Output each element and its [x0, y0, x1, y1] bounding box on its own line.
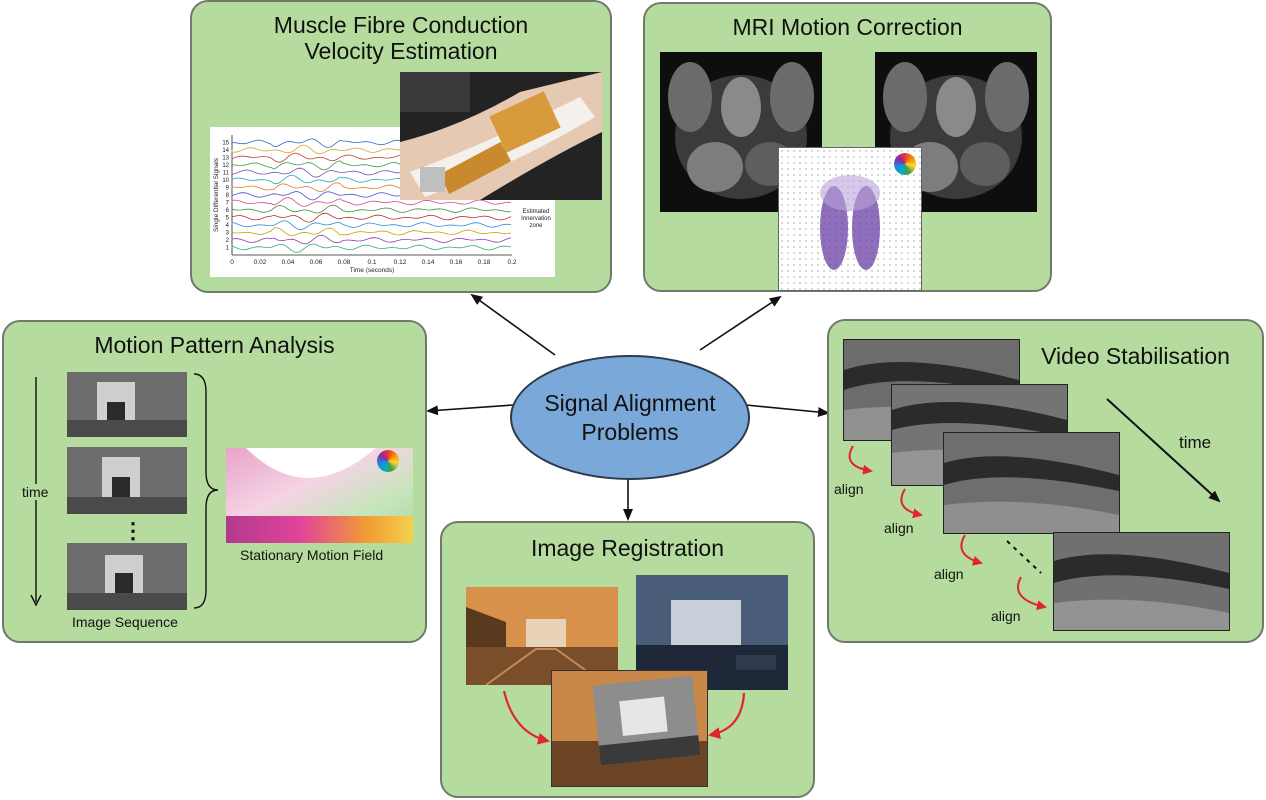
sequence-frame-3 — [67, 543, 187, 610]
video-frame-3 — [943, 432, 1120, 534]
emg-ytick: 11 — [223, 171, 230, 177]
arrow-to-motion — [426, 404, 514, 416]
video-annotations — [848, 398, 1221, 611]
arrow-to-muscle — [470, 293, 556, 356]
registration-source-image — [466, 587, 618, 685]
panel-title-mri: MRI Motion Correction — [732, 14, 963, 40]
emg-channel-trace — [231, 234, 512, 245]
emg-xtick: 0.16 — [450, 259, 463, 266]
emg-ytick: 4 — [226, 223, 230, 229]
panel-title-muscle-line2: Velocity Estimation — [304, 38, 498, 64]
emg-xtick: 0.06 — [310, 259, 323, 266]
emg-xtick: 0.02 — [254, 259, 267, 266]
mri-motion-field — [778, 147, 922, 291]
image-sequence-label: Image Sequence — [72, 614, 178, 630]
emg-ytick: 8 — [226, 193, 230, 199]
video-time-label: time — [1179, 433, 1212, 452]
motion-color-wheel-icon — [377, 450, 399, 472]
emg-channel-trace — [231, 212, 512, 223]
emg-ytick: 3 — [226, 231, 230, 237]
emg-xtick: 0.12 — [394, 259, 407, 266]
emg-channel-trace — [231, 227, 512, 237]
innervation-zone-label: Estimated — [523, 209, 550, 215]
align-label-2: align — [884, 520, 914, 536]
motion-time-label: time — [22, 484, 49, 500]
emg-ylabel: Single Differential Signals — [213, 157, 220, 232]
stationary-motion-field-label: Stationary Motion Field — [240, 547, 384, 563]
panel-muscle-fibre: Muscle Fibre Conduction Velocity Estimat… — [190, 0, 612, 293]
hub-signal-alignment: Signal Alignment Problems — [510, 355, 750, 480]
emg-xlabel: Time (seconds) — [350, 267, 395, 274]
emg-ytick: 1 — [226, 246, 230, 252]
registration-arrows — [502, 690, 746, 745]
panel-title-muscle-line1: Muscle Fibre Conduction — [273, 12, 529, 38]
emg-xtick: 0.14 — [422, 259, 435, 266]
emg-xtick: 0.18 — [478, 259, 491, 266]
emg-xtick: 0.08 — [338, 259, 351, 266]
emg-ytick: 10 — [222, 178, 229, 184]
arm-electrode-photo — [400, 72, 602, 200]
panel-video-stabilisation: Video Stabilisation time align align ali… — [827, 319, 1264, 643]
panel-image-registration: Image Registration — [440, 521, 815, 798]
sequence-dots: ⋮ — [122, 518, 144, 543]
panel-mri: MRI Motion Correction — [643, 2, 1052, 292]
arrow-to-mri — [699, 295, 782, 351]
emg-channel-trace — [231, 220, 512, 231]
registration-aligned-image — [551, 670, 708, 787]
panel-title-video: Video Stabilisation — [1041, 343, 1230, 369]
emg-ytick: 12 — [222, 163, 229, 169]
sequence-brace — [193, 373, 219, 609]
emg-ytick: 15 — [222, 141, 229, 147]
emg-channel-trace — [231, 204, 512, 214]
mri-scan-before — [660, 52, 822, 212]
emg-ytick: 6 — [226, 208, 230, 214]
panel-motion-pattern: Motion Pattern Analysis time ⋮ Image Seq… — [2, 320, 427, 643]
innervation-zone-label: zone — [529, 223, 543, 229]
emg-ytick: 5 — [226, 216, 230, 222]
emg-channel-trace — [231, 243, 512, 253]
emg-xtick: 0.1 — [367, 259, 376, 266]
arrow-to-video — [745, 404, 830, 418]
panel-title-registration: Image Registration — [530, 535, 725, 561]
innervation-zone-label: Innervation — [521, 216, 551, 222]
sequence-frame-2 — [67, 447, 187, 514]
emg-xtick: 0.04 — [282, 259, 295, 266]
emg-ytick: 7 — [226, 201, 230, 207]
emg-ytick: 2 — [226, 238, 230, 244]
align-label-3: align — [934, 566, 964, 582]
stationary-motion-field-image — [226, 448, 413, 543]
color-wheel-icon — [894, 153, 916, 175]
sequence-frame-1 — [67, 372, 187, 437]
emg-ytick: 13 — [222, 156, 229, 162]
emg-ytick: 14 — [222, 148, 229, 154]
align-label-1: align — [834, 481, 864, 497]
emg-ytick: 9 — [226, 186, 230, 192]
registration-target-image — [636, 575, 788, 690]
align-label-4: align — [991, 608, 1021, 624]
hub-title-line2: Problems — [581, 418, 679, 445]
mri-scan-after — [875, 52, 1037, 212]
video-frame-4 — [1053, 532, 1230, 631]
emg-channel-trace — [231, 197, 512, 207]
emg-xtick: 0.2 — [507, 259, 516, 266]
hub-title-line1: Signal Alignment — [544, 389, 716, 416]
panel-title-motion: Motion Pattern Analysis — [94, 332, 335, 358]
emg-xtick: 0 — [230, 259, 234, 266]
